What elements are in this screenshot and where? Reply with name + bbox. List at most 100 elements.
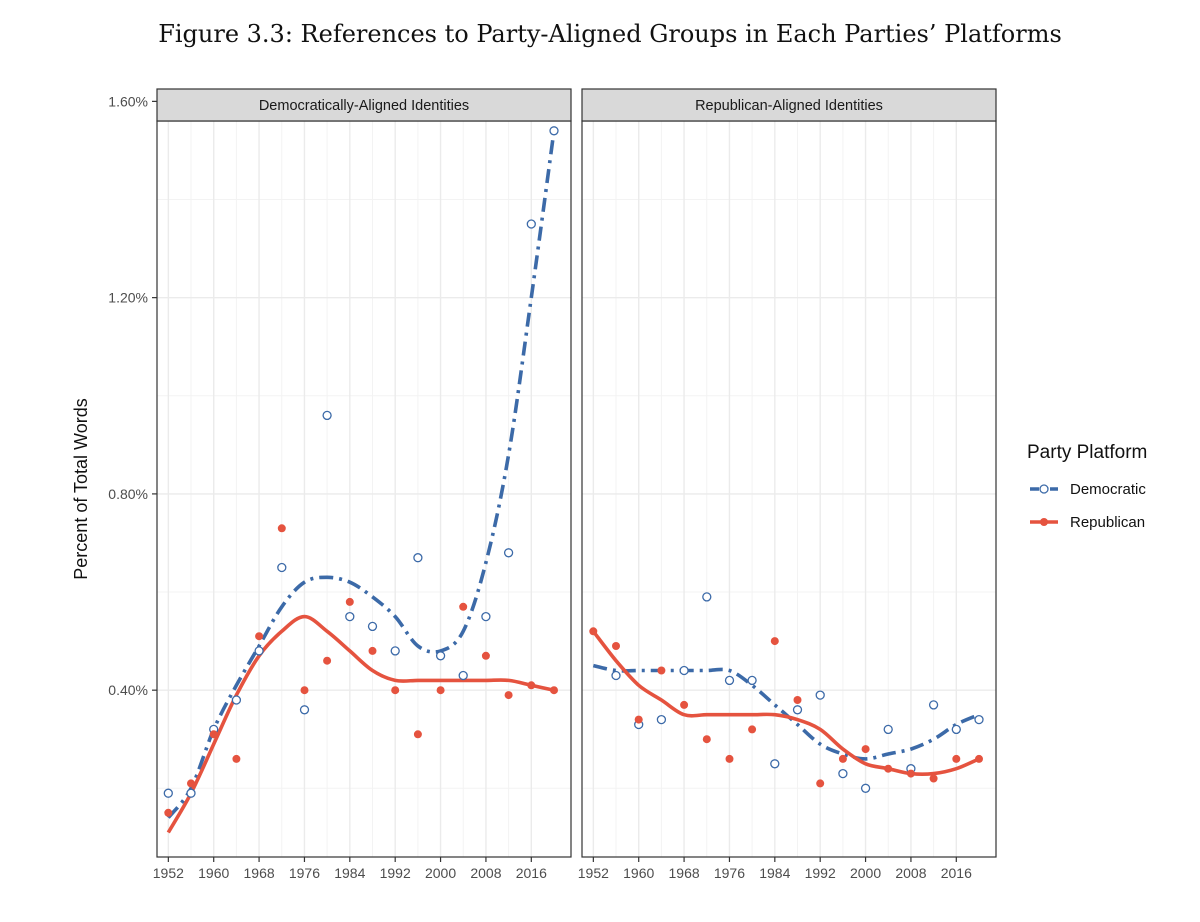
democratic-data-point [702, 592, 712, 602]
republican-data-point [413, 730, 422, 739]
y-axis-title: Percent of Total Words [71, 398, 91, 579]
democratic-data-point [770, 759, 780, 769]
republican-data-point [504, 691, 513, 700]
democratic-data-point [883, 724, 893, 735]
republican-data-point [391, 686, 400, 695]
republican-data-point [952, 754, 961, 763]
democratic-data-point [951, 724, 961, 735]
republican-data-point [164, 808, 173, 817]
democratic-data-point [322, 410, 332, 421]
legend-item-republican: Republican [1030, 514, 1145, 531]
legend-item-democratic: Democratic [1030, 481, 1146, 498]
republican-data-point [884, 764, 893, 773]
x-tick-label: 1992 [380, 865, 411, 881]
democratic-data-point [163, 788, 173, 798]
legend-label: Democratic [1070, 481, 1146, 498]
republican-data-point [187, 779, 195, 788]
democratic-data-point [481, 611, 491, 622]
x-tick-label: 2016 [941, 865, 972, 881]
legend-key-point [1039, 484, 1049, 494]
democratic-data-point [549, 126, 559, 136]
democratic-data-point [390, 646, 400, 656]
democratic-data-point [526, 219, 536, 229]
democratic-data-point [724, 675, 735, 686]
legend-key-point [1040, 518, 1048, 526]
republican-data-point [816, 779, 825, 788]
democratic-data-point [231, 695, 242, 705]
democratic-data-point [679, 665, 689, 676]
x-tick-label: 1952 [153, 865, 184, 881]
legend-label: Republican [1070, 514, 1145, 531]
republican-data-point [725, 754, 734, 763]
democratic-data-point [458, 670, 468, 681]
republican-data-point [861, 745, 870, 754]
facet-strip-label: Republican-Aligned Identities [695, 98, 883, 114]
republican-data-point [277, 524, 286, 533]
republican-data-point [436, 686, 445, 695]
democratic-data-point [299, 705, 310, 715]
republican-data-point [209, 730, 218, 739]
republican-data-point [459, 602, 468, 611]
democratic-data-point [838, 768, 848, 779]
democratic-data-point [503, 548, 514, 558]
democratic-data-point [656, 714, 667, 725]
democratic-data-point [413, 553, 423, 563]
republican-data-point [975, 754, 983, 763]
y-tick-label: 0.40% [108, 682, 148, 698]
legend-title: Party Platform [1027, 442, 1147, 463]
democratic-data-point [792, 705, 803, 715]
democratic-data-point [277, 562, 287, 573]
democratic-data-point [974, 714, 984, 725]
republican-data-point [770, 637, 779, 646]
x-tick-label: 1984 [759, 865, 790, 881]
y-tick-label: 1.20% [108, 290, 148, 306]
x-tick-label: 1952 [578, 865, 609, 881]
democratic-data-point [747, 675, 757, 686]
republican-data-point [929, 774, 938, 783]
y-tick-label: 1.60% [108, 93, 148, 109]
x-tick-label: 1968 [669, 865, 700, 881]
facet-strip [581, 88, 997, 122]
republican-data-point [748, 725, 757, 734]
democratic-data-point [186, 788, 196, 798]
democratic-trend-line [166, 130, 556, 819]
y-tick-label: 0.80% [108, 486, 148, 502]
democratic-data-point [860, 783, 871, 793]
x-tick-label: 1984 [334, 865, 365, 881]
republican-data-point [612, 642, 620, 650]
facet-panel: Democratically-Aligned Identities 1952 196… [108, 88, 572, 881]
republican-data-point [793, 696, 802, 704]
x-tick-label: 1976 [289, 865, 320, 881]
democratic-data-point [435, 651, 446, 661]
x-tick-label: 1968 [244, 865, 275, 881]
republican-data-point [680, 700, 689, 709]
x-tick-label: 1960 [623, 865, 654, 881]
republican-data-point [232, 754, 241, 763]
panels: Democratically-Aligned Identities 1952 196… [108, 88, 997, 881]
x-tick-label: 1992 [805, 865, 836, 881]
x-tick-label: 2000 [850, 865, 881, 881]
x-tick-label: 2000 [425, 865, 456, 881]
republican-data-point [323, 656, 332, 665]
democratic-data-point [611, 670, 621, 681]
democratic-data-point [345, 611, 355, 622]
x-tick-label: 2008 [895, 865, 926, 881]
republican-data-point [300, 686, 309, 695]
democratic-data-point [815, 690, 825, 700]
republican-data-point [255, 632, 264, 641]
republican-data-point [550, 686, 558, 695]
republican-data-point [634, 715, 643, 724]
republican-data-point [368, 646, 377, 655]
republican-data-point [657, 666, 666, 675]
x-tick-label: 2016 [516, 865, 547, 881]
republican-data-point [481, 651, 490, 660]
republican-data-point [838, 754, 847, 763]
legend: Party Platform Democratic Republican [1027, 442, 1147, 531]
facet-strip-label: Democratically-Aligned Identities [259, 98, 469, 114]
x-tick-label: 1976 [714, 865, 745, 881]
facet-panel: Republican-Aligned Identities 1952 1960 196… [578, 88, 997, 881]
democratic-data-point [367, 621, 378, 632]
republican-data-point [345, 597, 354, 606]
republican-data-point [527, 681, 536, 690]
